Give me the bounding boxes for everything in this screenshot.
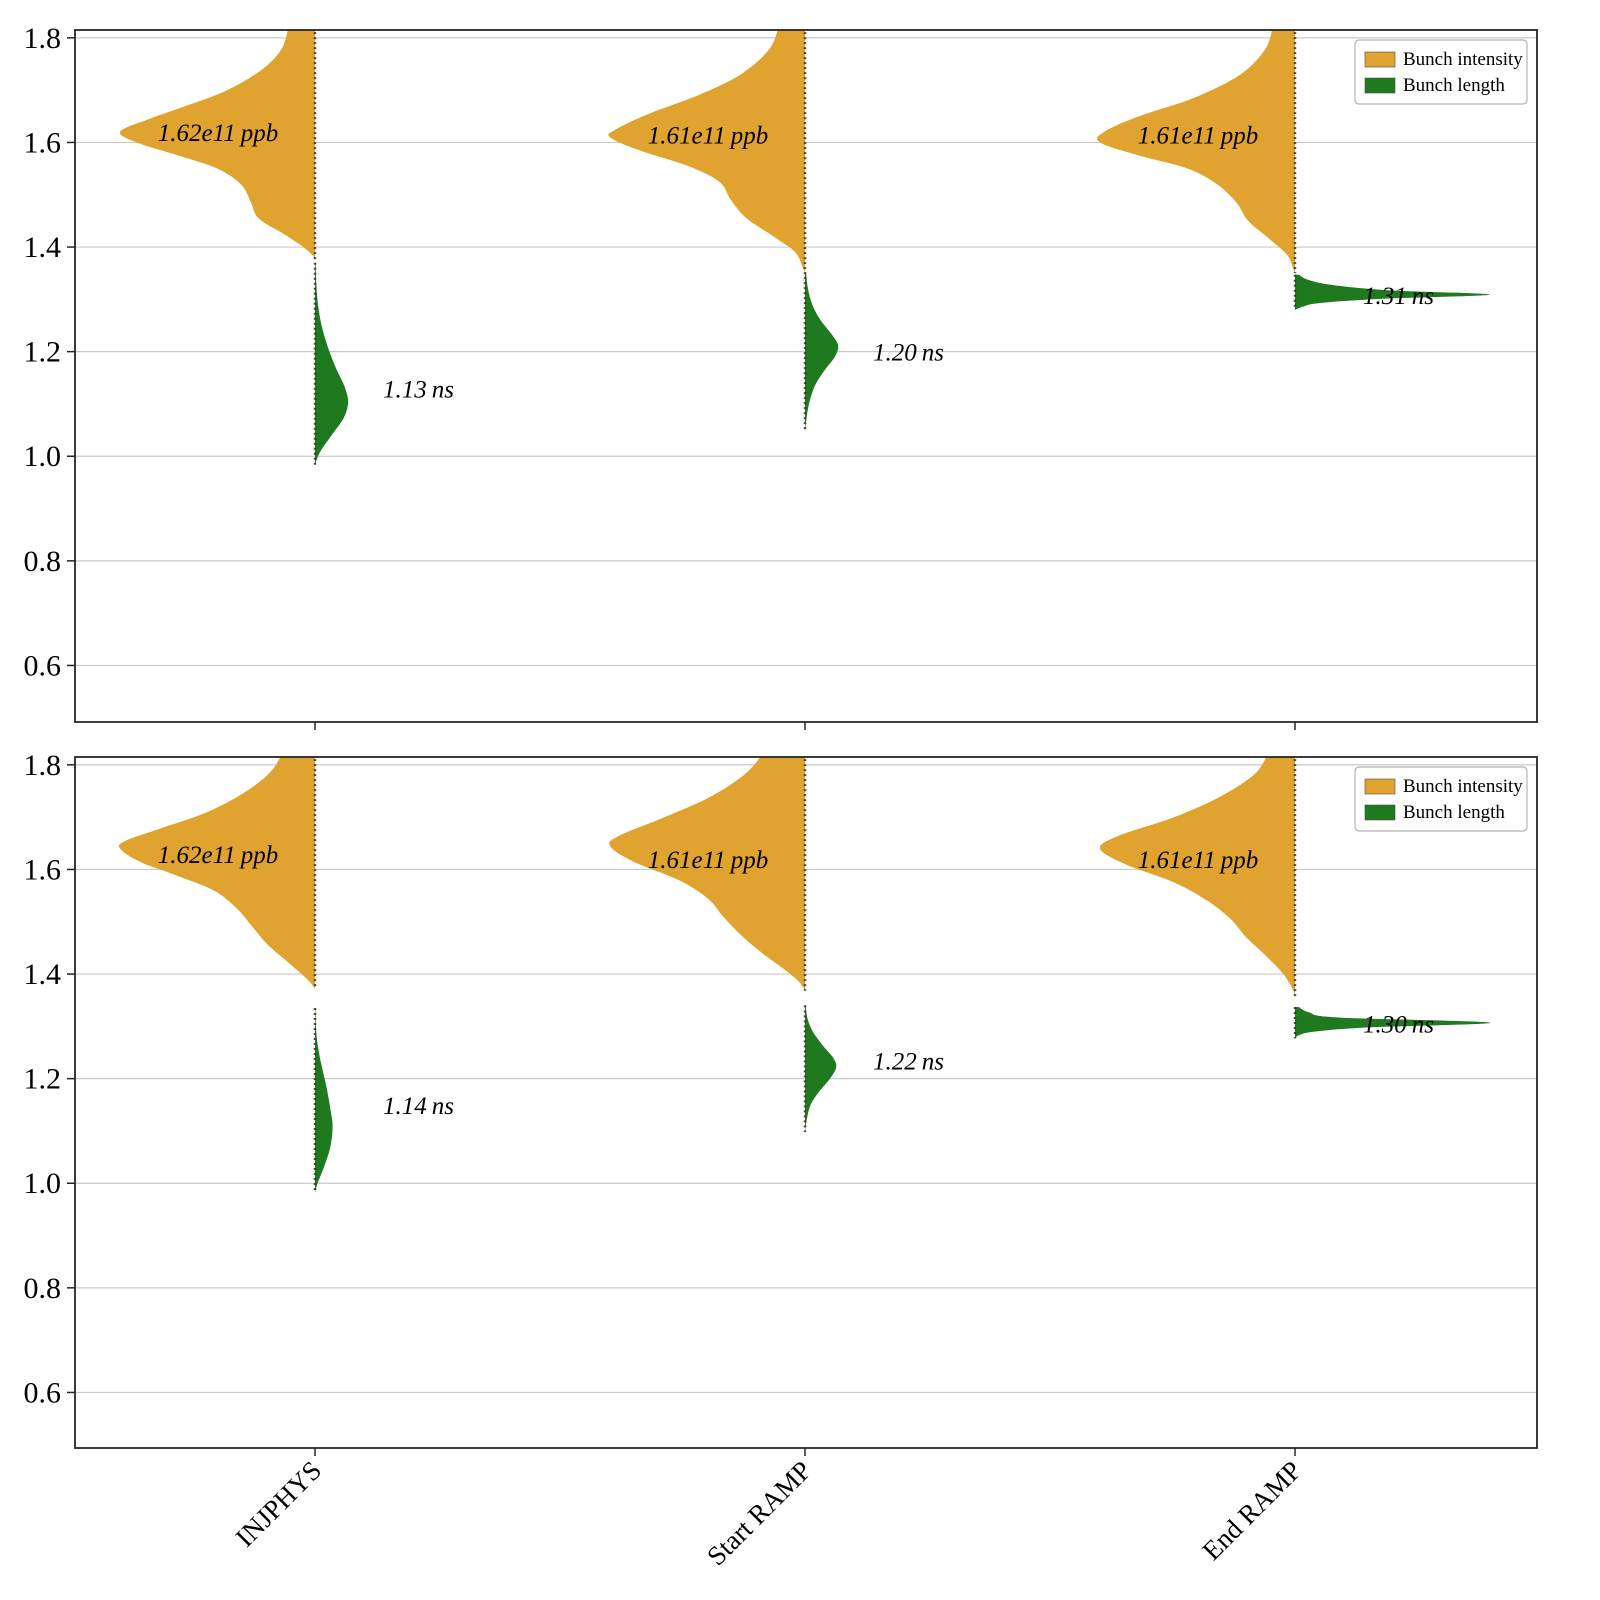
x-tick-label: Start RAMP [701, 1455, 817, 1571]
axes-frame [74, 756, 1538, 1449]
violin-bunch-intensity-end-ramp [1099, 757, 1295, 998]
annotation-bunch-intensity-start-ramp: 1.61e11 ppb [648, 847, 769, 874]
y-tick-label: 0.8 [24, 545, 62, 578]
annotation-bunch-intensity-end-ramp: 1.61e11 ppb [1138, 123, 1259, 150]
legend: Bunch intensity Bunch length [1354, 39, 1528, 105]
annotation-bunch-length-end-ramp: 1.30 ns [1363, 1012, 1434, 1039]
y-tick-label: 0.8 [24, 1272, 62, 1305]
legend-label: Bunch length [1403, 75, 1505, 96]
annotation-bunch-intensity-end-ramp: 1.61e11 ppb [1138, 847, 1259, 874]
y-tick-label: 1.6 [24, 126, 62, 159]
annotation-bunch-length-injphys: 1.13 ns [383, 376, 454, 403]
legend-label: Bunch intensity [1403, 776, 1523, 797]
annotation-bunch-intensity-injphys: 1.62e11 ppb [158, 842, 279, 869]
x-tick-label: End RAMP [1196, 1455, 1307, 1566]
annotation-bunch-intensity-injphys: 1.62e11 ppb [158, 120, 279, 147]
legend-box [1354, 766, 1528, 832]
y-tick-label: 1.4 [24, 231, 62, 264]
y-tick-label: 1.2 [24, 1063, 62, 1096]
panel-bottom: 0.6 0.8 1.0 1.2 1.4 1.6 1.8 1.62e11 ppb 1.61e11 pp… [24, 749, 1538, 1571]
legend: Bunch intensity Bunch length [1354, 766, 1528, 832]
legend-box [1354, 39, 1528, 105]
y-tick-label: 1.6 [24, 853, 62, 886]
y-tick-label: 1.2 [24, 336, 62, 369]
annotation-bunch-length-injphys: 1.14 ns [383, 1093, 454, 1120]
violin-bunch-length-start-ramp [805, 272, 839, 432]
annotation-bunch-length-start-ramp: 1.22 ns [873, 1048, 944, 1075]
legend-label: Bunch length [1403, 802, 1505, 823]
annotation-bunch-length-start-ramp: 1.20 ns [873, 340, 944, 367]
violin-bunch-intensity-injphys [119, 30, 315, 261]
violin-bunch-length-injphys [315, 262, 349, 466]
annotation-bunch-length-end-ramp: 1.31 ns [1363, 283, 1434, 310]
y-tick-label: 1.8 [24, 749, 62, 782]
legend-swatch-bunch-intensity [1364, 51, 1396, 68]
violin-bunch-intensity-start-ramp [608, 30, 805, 273]
y-tick-label: 1.0 [24, 1167, 62, 1200]
panel-top: 0.6 0.8 1.0 1.2 1.4 1.6 1.8 1.62e11 ppb 1.61e11 pp… [24, 22, 1538, 730]
violin-bunch-intensity-start-ramp [609, 757, 805, 991]
violin-bunch-intensity-injphys [118, 757, 315, 989]
y-tick-label: 1.0 [24, 440, 62, 473]
legend-swatch-bunch-length [1364, 804, 1396, 821]
axes-frame [74, 29, 1538, 723]
legend-swatch-bunch-intensity [1364, 778, 1396, 795]
violin-bunch-length-end-ramp [1295, 274, 1491, 310]
violin-bunch-length-end-ramp [1295, 1007, 1491, 1039]
legend-swatch-bunch-length [1364, 77, 1396, 94]
y-tick-label: 0.6 [24, 649, 62, 682]
violin-bunch-length-injphys [315, 1008, 333, 1193]
violin-bunch-length-start-ramp [805, 1005, 837, 1132]
legend-label: Bunch intensity [1403, 49, 1523, 70]
y-tick-label: 1.4 [24, 958, 62, 991]
annotation-bunch-intensity-start-ramp: 1.61e11 ppb [648, 123, 769, 150]
y-tick-label: 0.6 [24, 1376, 62, 1409]
y-tick-label: 1.8 [24, 22, 62, 55]
violin-bunch-intensity-end-ramp [1096, 30, 1295, 274]
x-tick-label: INJPHYS [230, 1455, 328, 1553]
